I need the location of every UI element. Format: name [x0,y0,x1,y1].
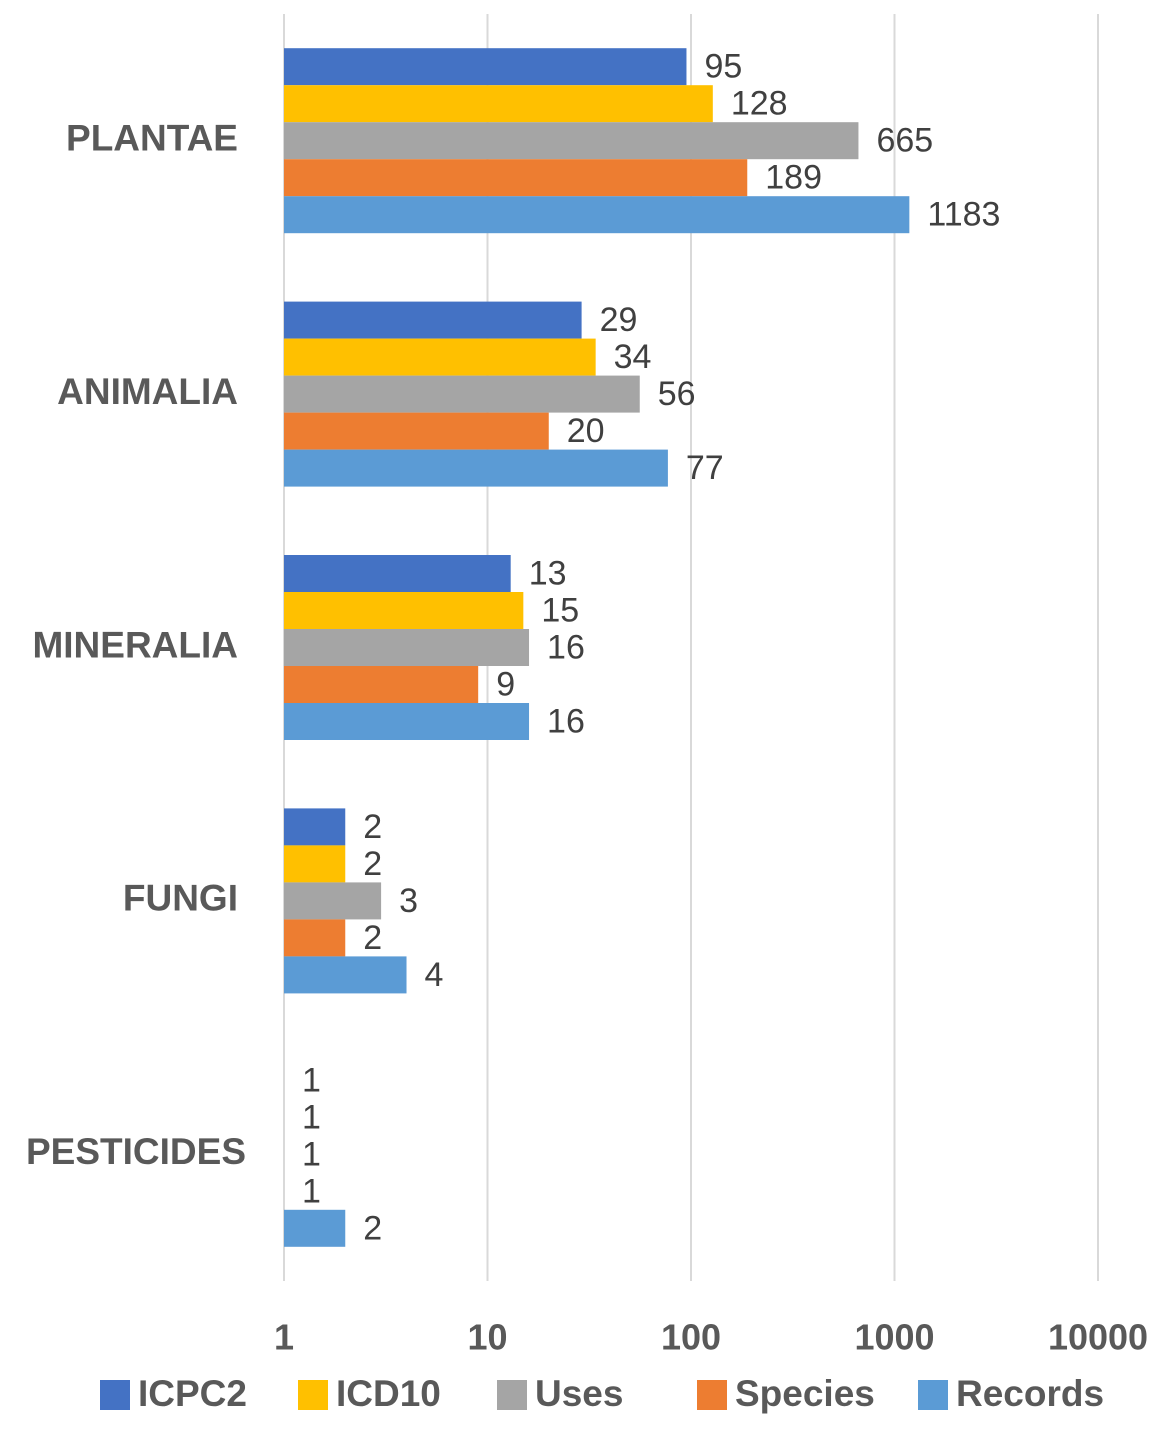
x-tick-label: 10000 [1048,1317,1148,1358]
legend-label: ICPC2 [138,1373,247,1414]
data-label: 189 [765,159,822,197]
bar [284,956,407,994]
bar [284,592,524,629]
data-label: 9 [496,665,515,703]
legend-swatch [497,1380,527,1410]
bar [284,375,640,413]
data-label: 15 [541,591,579,629]
legend-swatch [100,1380,130,1410]
category-label: ANIMALIA [57,371,238,412]
data-label: 1 [302,1135,321,1173]
x-tick-label: 1 [274,1317,294,1358]
data-label: 3 [399,882,418,920]
bar [284,845,346,883]
bar [284,919,346,957]
data-label: 56 [658,375,696,413]
bar [284,882,382,920]
category-label: FUNGI [123,878,238,919]
x-tick-label: 10 [467,1317,507,1358]
data-label: 1 [302,1098,321,1136]
data-label: 16 [547,702,585,740]
data-label: 29 [600,301,638,339]
data-label: 665 [876,122,933,160]
data-label: 2 [363,919,382,957]
bar [284,703,530,740]
bar [284,196,910,234]
data-label: 77 [686,449,724,487]
legend-label: Records [956,1373,1104,1414]
legend-label: Uses [535,1373,623,1414]
legend-label: Species [735,1373,875,1414]
x-tick-label: 100 [661,1317,721,1358]
bar [284,301,582,339]
category-label: MINERALIA [32,624,238,665]
legend-label: ICD10 [336,1373,441,1414]
bar [284,48,687,86]
category-label: PESTICIDES [26,1131,246,1172]
data-label: 16 [547,628,585,666]
data-label: 13 [529,554,567,592]
bar [284,555,511,592]
data-label: 2 [363,845,382,883]
data-label: 1183 [927,196,1000,234]
bar [284,122,859,160]
legend-swatch [697,1380,727,1410]
data-label: 95 [704,48,742,86]
bar [284,666,479,703]
bar [284,338,596,376]
legend-swatch [918,1380,948,1410]
data-label: 34 [614,338,652,376]
legend-swatch [298,1380,328,1410]
data-label: 1 [302,1061,321,1099]
bar [284,629,530,666]
bar [284,159,748,197]
bar [284,1209,346,1247]
data-label: 2 [363,808,382,846]
data-label: 4 [425,956,444,994]
data-label: 1 [302,1172,321,1210]
data-label: 2 [363,1209,382,1247]
bar [284,449,668,487]
x-tick-label: 1000 [854,1317,934,1358]
category-label: PLANTAE [66,117,238,158]
bar [284,808,346,846]
bar [284,85,713,123]
data-label: 128 [731,85,788,123]
data-label: 20 [567,412,605,450]
bar [284,412,549,450]
